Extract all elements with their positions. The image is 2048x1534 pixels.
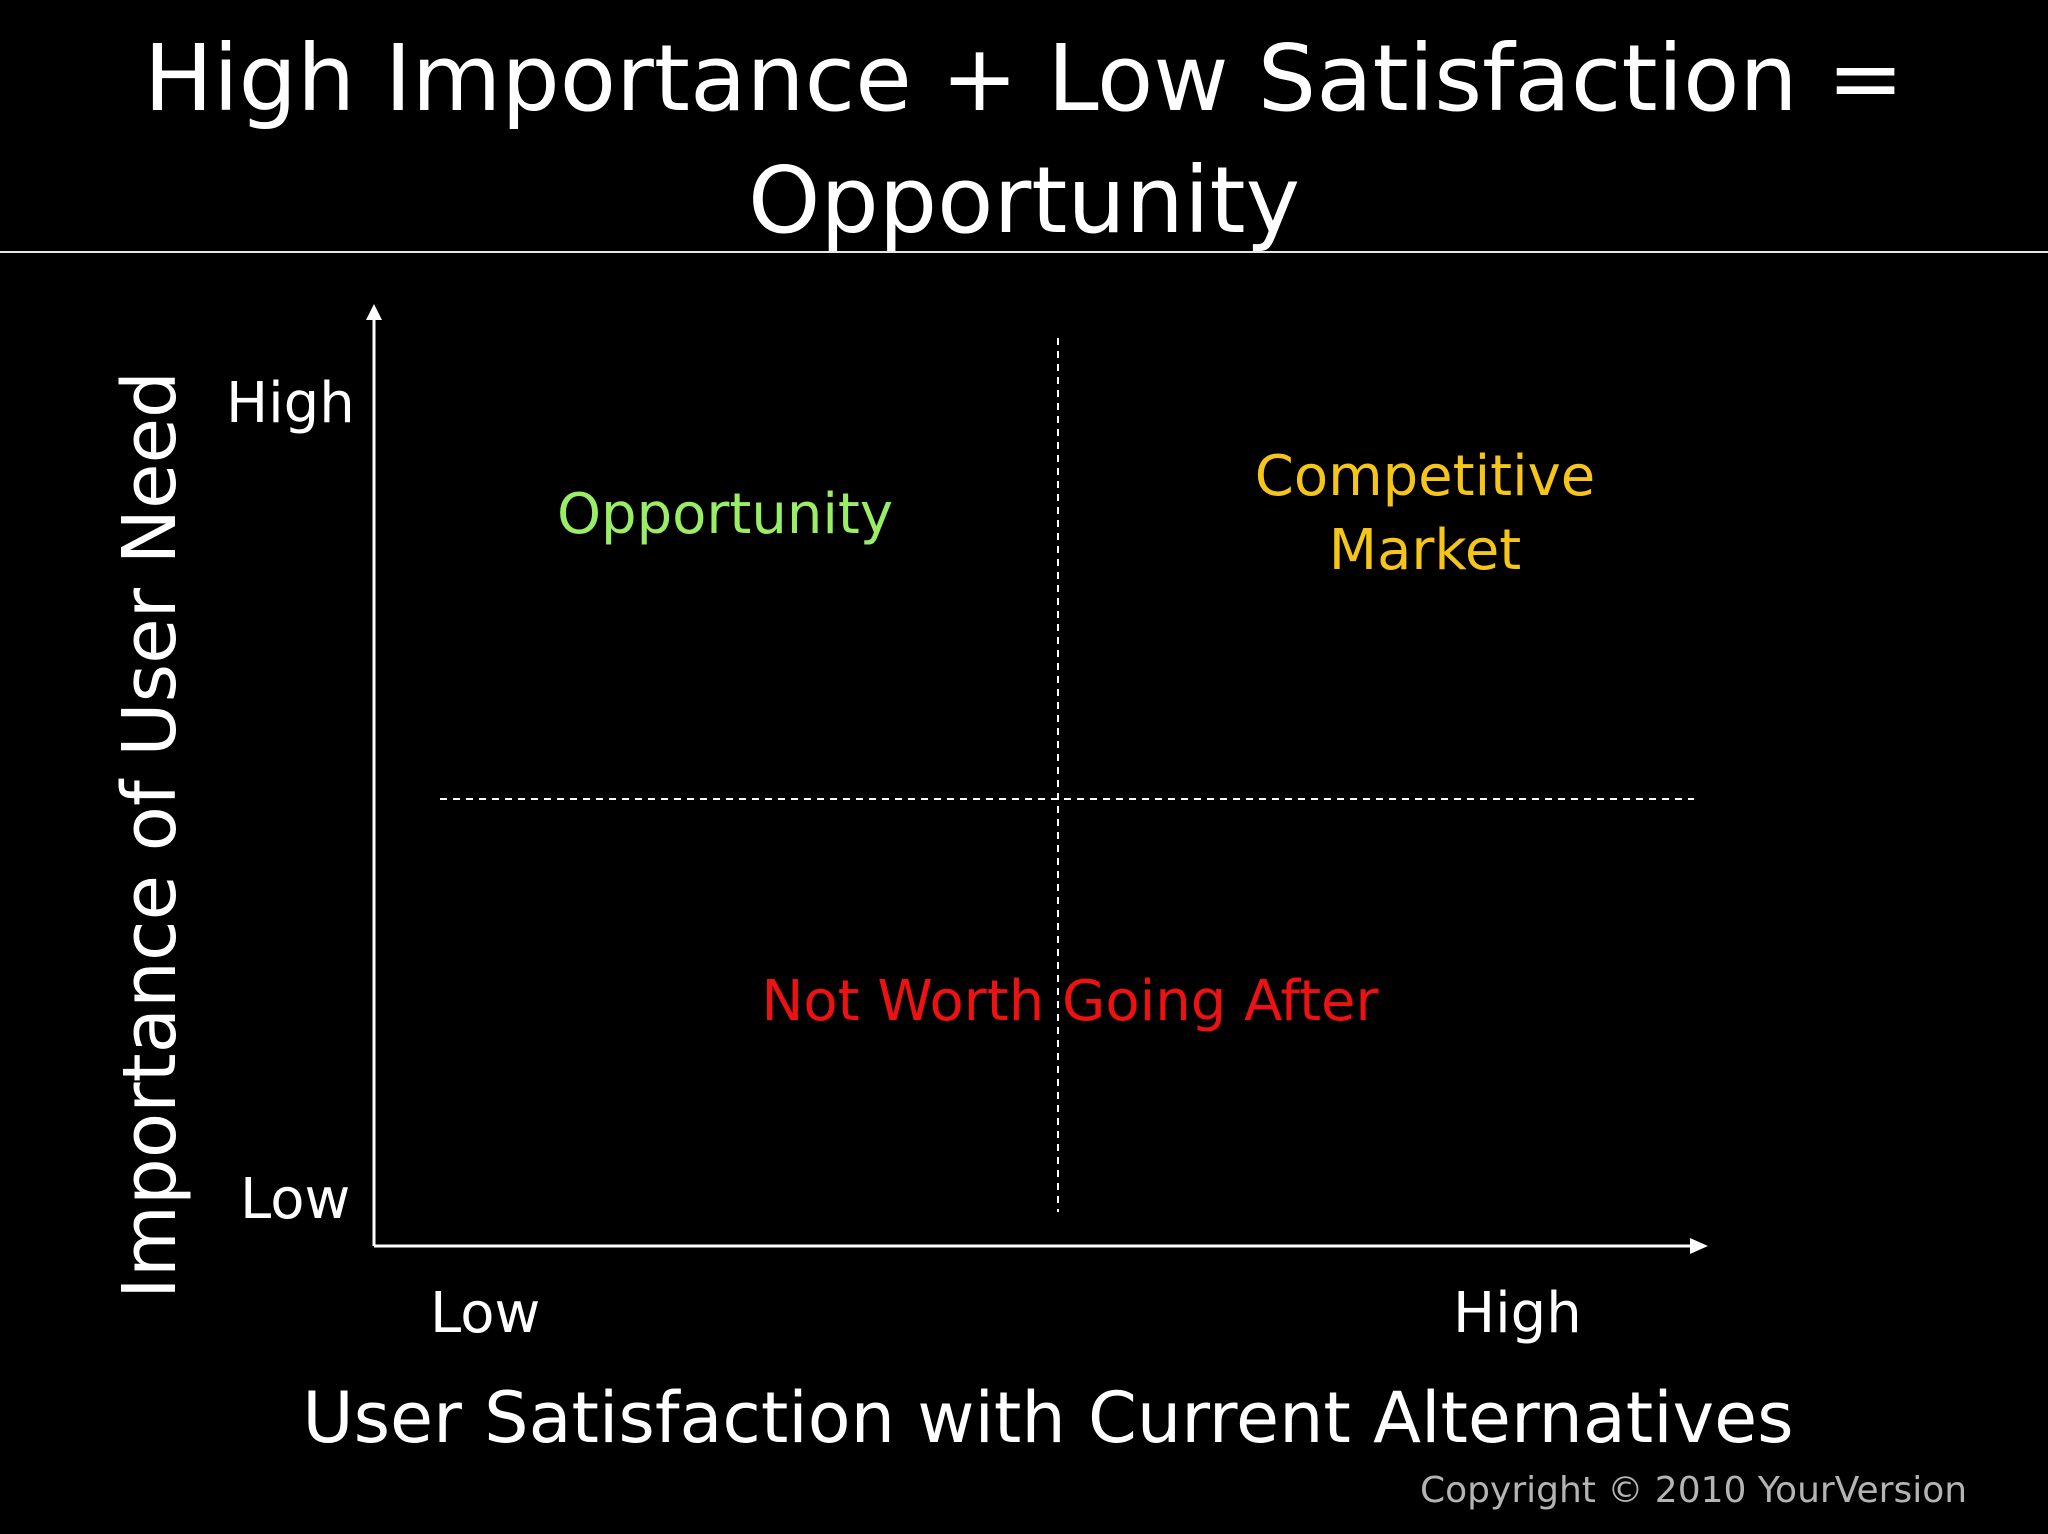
slide-title-line-2: Opportunity	[747, 147, 1301, 254]
title-divider	[0, 251, 2048, 253]
y-tick-low: Low	[240, 1167, 351, 1232]
quadrant-competitive-market-label: Competitive Market	[1225, 440, 1625, 588]
quadrant-not-worth-label: Not Worth Going After	[761, 969, 1379, 1034]
x-axis-label: User Satisfaction with Current Alternati…	[302, 1377, 1794, 1459]
x-tick-low: Low	[430, 1281, 541, 1346]
slide-title: High Importance + Low Satisfaction = Opp…	[0, 18, 2048, 262]
slide-title-line-1: High Importance + Low Satisfaction =	[143, 25, 1905, 132]
y-axis-label: Importance of User Need	[107, 371, 193, 1299]
x-tick-high: High	[1453, 1281, 1582, 1346]
x-axis-arrow-icon	[1690, 1238, 1708, 1254]
quadrant-competitive-line-1: Competitive	[1254, 444, 1596, 509]
quadrant-competitive-line-2: Market	[1328, 518, 1522, 583]
copyright-notice: Copyright © 2010 YourVersion	[1420, 1470, 1968, 1511]
y-axis-arrow-icon	[366, 304, 382, 320]
y-tick-high: High	[226, 371, 355, 436]
quadrant-opportunity-label: Opportunity	[556, 482, 894, 547]
